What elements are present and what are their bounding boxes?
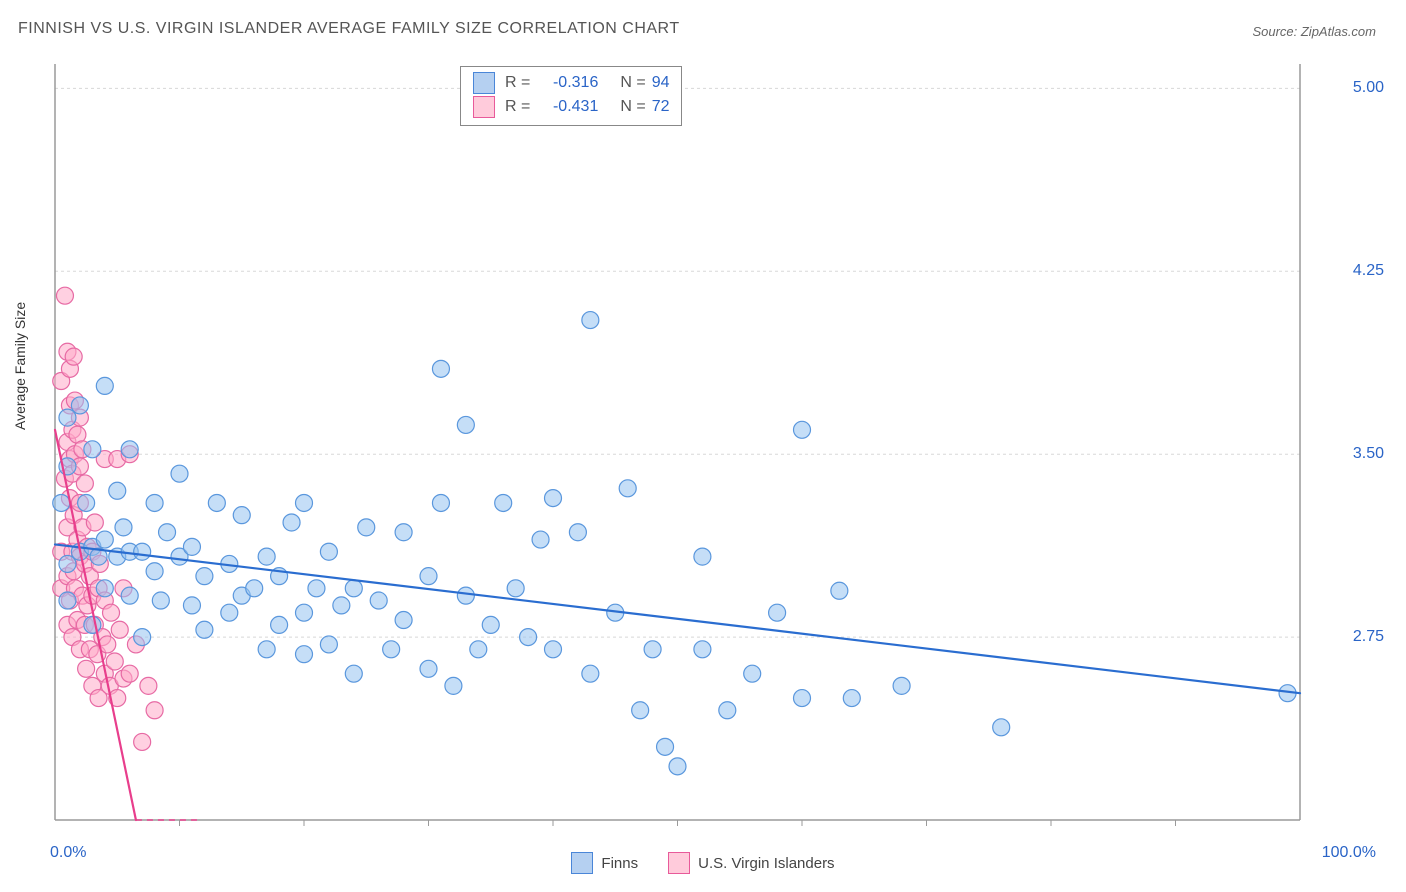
n-label: N = <box>620 98 645 116</box>
r-label: R = <box>505 74 530 92</box>
n-label: N = <box>620 74 645 92</box>
y-tick-label: 5.00 <box>1353 79 1384 97</box>
r-value-blue: -0.316 <box>536 74 598 92</box>
legend-item-usvi: U.S. Virgin Islanders <box>668 852 834 874</box>
series-legend: Finns U.S. Virgin Islanders <box>0 852 1406 874</box>
x-axis-start-label: 0.0% <box>50 844 86 862</box>
chart-title: FINNISH VS U.S. VIRGIN ISLANDER AVERAGE … <box>18 20 680 38</box>
source-attribution: Source: ZipAtlas.com <box>1252 24 1376 39</box>
correlation-row-blue: R = -0.316 N = 94 <box>473 71 669 95</box>
y-tick-label: 3.50 <box>1353 445 1384 463</box>
chart-plot-area <box>50 60 1350 840</box>
r-label: R = <box>505 98 530 116</box>
legend-swatch-blue <box>571 852 593 874</box>
correlation-legend: R = -0.316 N = 94 R = -0.431 N = 72 <box>460 66 682 126</box>
source-link[interactable]: ZipAtlas.com <box>1301 24 1376 39</box>
y-tick-label: 4.25 <box>1353 262 1384 280</box>
legend-swatch-blue <box>473 72 495 94</box>
x-axis-end-label: 100.0% <box>1322 844 1376 862</box>
correlation-row-pink: R = -0.431 N = 72 <box>473 95 669 119</box>
legend-label-usvi: U.S. Virgin Islanders <box>698 855 834 872</box>
legend-swatch-pink <box>473 96 495 118</box>
y-tick-label: 2.75 <box>1353 628 1384 646</box>
y-axis-label: Average Family Size <box>12 302 28 430</box>
n-value-blue: 94 <box>652 74 670 92</box>
r-value-pink: -0.431 <box>536 98 598 116</box>
legend-item-finns: Finns <box>571 852 638 874</box>
legend-label-finns: Finns <box>601 855 638 872</box>
n-value-pink: 72 <box>652 98 670 116</box>
legend-swatch-pink <box>668 852 690 874</box>
source-prefix: Source: <box>1252 24 1300 39</box>
